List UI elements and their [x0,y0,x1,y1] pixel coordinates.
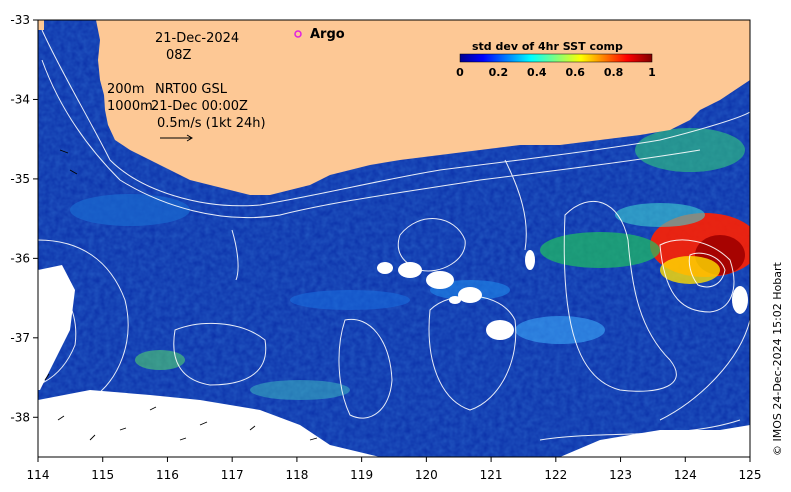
argo-marker [294,30,302,38]
plot-frame [37,19,751,458]
altimetry-label: NRT00 GSL [155,82,228,97]
velocity-arrows [44,149,318,441]
colorbar-tick-label: 0.6 [565,66,585,79]
y-tick-label: -33 [10,13,30,27]
altimetry-time: 21-Dec 00:00Z [151,99,248,114]
y-tick-label: -36 [10,251,30,265]
depth-label-200m: 200m [107,82,144,97]
altimetry-contours [38,29,750,441]
colorbar-ticks: 0 0.2 0.4 0.6 0.8 1 [456,66,656,79]
land-strip-left [38,20,44,30]
depth-label-1000m: 1000m [107,99,153,114]
x-tick-label: 123 [609,468,632,482]
x-tick-label: 125 [739,468,762,482]
colorbar-title: std dev of 4hr SST comp [472,40,623,53]
cloud-gaps [38,250,750,457]
x-tick-label: 122 [544,468,567,482]
x-tick-label: 118 [285,468,308,482]
colorbar-gradient [459,53,653,63]
velocity-scale-label: 0.5m/s (1kt 24h) [157,116,266,131]
colorbar-tick-label: 0 [456,66,464,79]
y-tick-label: -35 [10,172,30,186]
credit-text: © IMOS 24-Dec-2024 15:02 Hobart [771,261,784,456]
argo-label: Argo [310,27,345,42]
colorbar-tick-label: 0.2 [489,66,509,79]
x-tick-label: 121 [480,468,503,482]
x-tick-label: 116 [156,468,179,482]
x-tick-label: 120 [415,468,438,482]
x-tick-label: 115 [91,468,114,482]
hour-label: 08Z [166,48,192,63]
y-axis: -33 -34 -35 -36 -37 -38 [10,13,38,424]
x-tick-label: 114 [27,468,50,482]
velocity-scale-arrow [160,134,193,142]
y-tick-label: -38 [10,410,30,424]
x-tick-label: 119 [350,468,373,482]
x-tick-label: 117 [221,468,244,482]
x-axis: 114 115 116 117 118 119 120 121 122 123 124 125 [27,457,762,482]
date-label: 21-Dec-2024 [155,31,239,46]
y-tick-label: -37 [10,331,30,345]
colorbar-tick-label: 1 [648,66,656,79]
colorbar-tick-label: 0.4 [527,66,547,79]
land-mass-australia [96,20,750,195]
y-tick-label: -34 [10,92,30,106]
colorbar-tick-label: 0.8 [604,66,624,79]
x-tick-label: 124 [674,468,697,482]
